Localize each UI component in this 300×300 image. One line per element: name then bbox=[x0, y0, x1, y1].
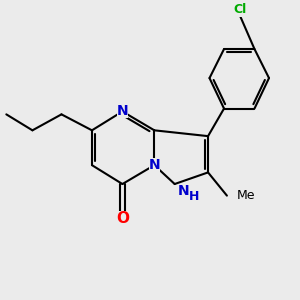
Text: N: N bbox=[117, 104, 128, 118]
Text: N: N bbox=[178, 184, 189, 198]
Text: H: H bbox=[189, 190, 200, 203]
Text: Cl: Cl bbox=[233, 3, 247, 16]
Text: O: O bbox=[116, 212, 129, 226]
Text: Me: Me bbox=[237, 189, 256, 202]
Text: N: N bbox=[148, 158, 160, 172]
